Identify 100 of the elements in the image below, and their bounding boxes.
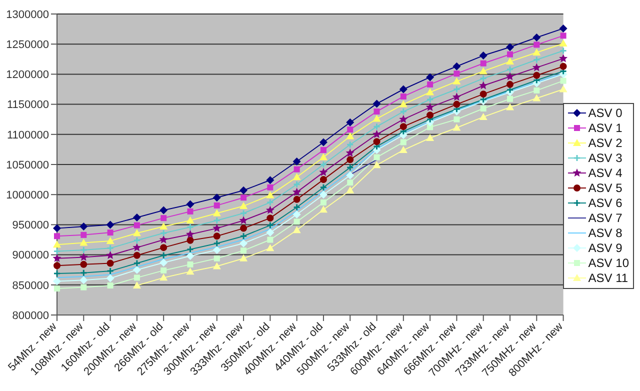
point [240, 194, 247, 201]
point [399, 114, 408, 123]
point [266, 176, 274, 184]
point [107, 230, 114, 236]
point [80, 284, 87, 290]
point [160, 215, 167, 222]
point [186, 200, 194, 208]
point [294, 166, 300, 172]
point [372, 100, 381, 108]
point [53, 240, 61, 248]
legend-label: ASV 11 [588, 270, 628, 284]
point [426, 112, 434, 119]
point [293, 196, 300, 203]
point [53, 277, 61, 286]
point [320, 184, 328, 192]
point [267, 184, 274, 190]
point [212, 246, 221, 254]
point [319, 168, 328, 176]
point [320, 176, 327, 184]
point [452, 124, 461, 131]
point [160, 267, 167, 274]
point [187, 261, 194, 268]
point [240, 224, 248, 232]
point [186, 252, 194, 260]
point [532, 33, 541, 42]
point [319, 138, 328, 146]
point [506, 58, 514, 65]
point [347, 180, 354, 186]
point [373, 122, 381, 130]
point [294, 218, 300, 225]
point [427, 81, 434, 88]
point [240, 232, 248, 240]
point [240, 210, 248, 218]
y-tick-label: 1100000 [6, 129, 49, 142]
point [160, 244, 168, 252]
point [52, 254, 62, 262]
point [560, 78, 566, 84]
point [400, 123, 407, 130]
point [532, 48, 541, 56]
point [532, 94, 541, 102]
point [346, 140, 354, 148]
point [187, 208, 194, 214]
point [212, 194, 221, 202]
point [506, 80, 514, 88]
point [347, 126, 354, 133]
point [186, 236, 194, 244]
point [186, 230, 195, 238]
point [320, 160, 328, 168]
point [80, 232, 87, 238]
point [80, 222, 88, 231]
point [560, 62, 567, 70]
point [426, 88, 434, 96]
legend-label: ASV 10 [588, 256, 629, 270]
point [534, 87, 540, 94]
point [106, 220, 114, 229]
legend-label: ASV 0 [588, 106, 622, 120]
point [212, 262, 221, 270]
point [133, 259, 141, 267]
legend-label: ASV 9 [588, 240, 622, 254]
point [213, 240, 221, 248]
point [453, 100, 460, 108]
point [213, 216, 221, 224]
point [346, 186, 354, 194]
point [532, 56, 540, 64]
point [399, 85, 408, 94]
point [240, 248, 247, 254]
point [214, 255, 220, 262]
point [480, 106, 486, 112]
point [80, 238, 88, 246]
point [319, 190, 328, 199]
point [214, 202, 220, 208]
point [106, 250, 115, 260]
point [133, 252, 140, 259]
point [132, 243, 142, 252]
y-tick-label: 1150000 [6, 99, 49, 112]
point [160, 258, 168, 267]
point [374, 108, 380, 115]
point [479, 112, 488, 120]
point [559, 24, 568, 32]
point [399, 146, 408, 154]
point [106, 274, 114, 282]
point [372, 161, 381, 168]
point [320, 147, 326, 154]
y-tick-label: 800000 [12, 310, 49, 322]
legend-label: ASV 2 [588, 136, 622, 150]
point [106, 267, 114, 275]
y-tick-label: 1300000 [6, 8, 49, 21]
point [132, 229, 141, 236]
point [507, 51, 513, 58]
point [186, 216, 194, 224]
point [240, 202, 248, 210]
point [292, 226, 301, 234]
point [346, 118, 354, 126]
y-tick-label: 850000 [12, 280, 49, 292]
point [559, 85, 568, 92]
point [534, 42, 540, 48]
point [79, 252, 88, 261]
point [160, 229, 168, 237]
point [480, 60, 486, 66]
legend-label: ASV 3 [588, 150, 622, 164]
